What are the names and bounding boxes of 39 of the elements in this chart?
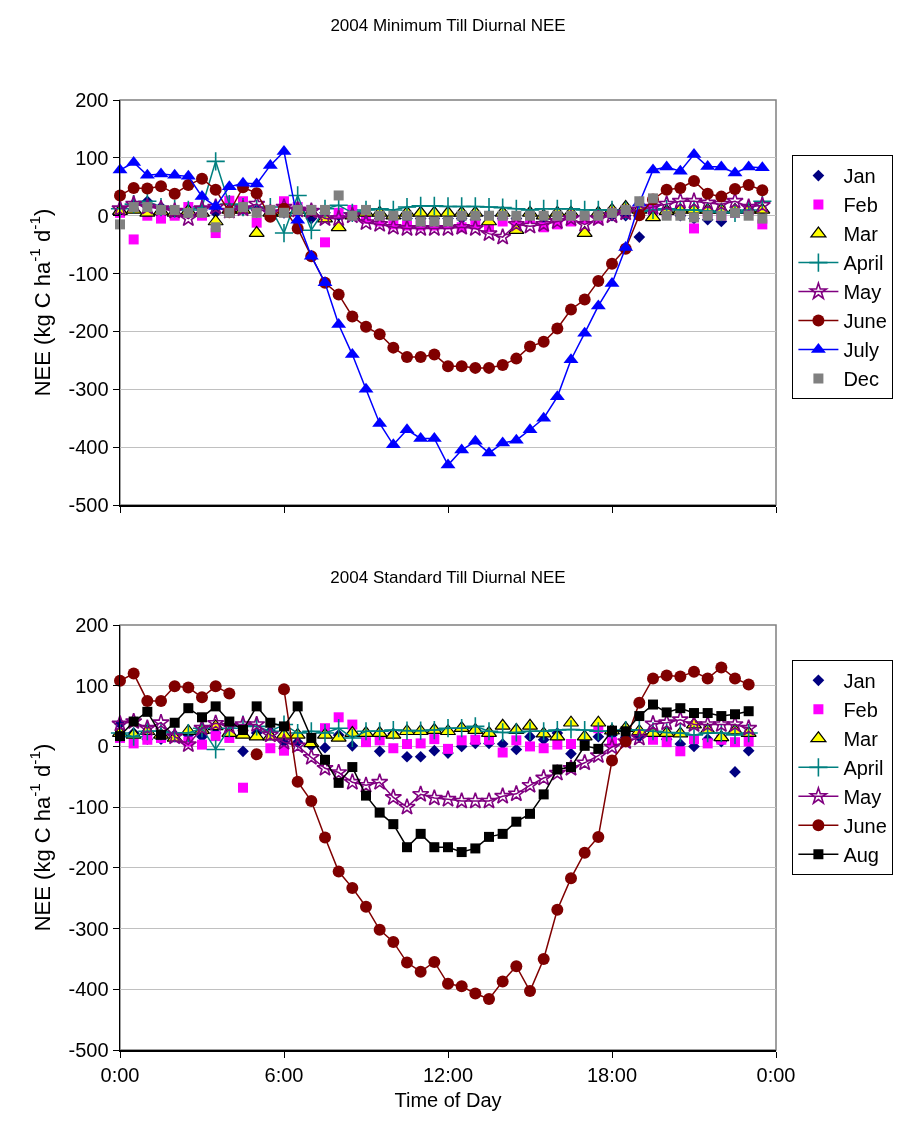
y-tick-label: 200	[75, 89, 109, 111]
legend-label: Mar	[843, 728, 879, 751]
y-tick-label: -100	[68, 796, 109, 819]
y-tick-label: -500	[68, 1039, 109, 1061]
legend-label: June	[843, 815, 887, 838]
legend-label: Feb	[843, 194, 878, 217]
y-tick-label: -300	[68, 378, 109, 401]
legend-label: May	[843, 786, 882, 809]
legend-label: Dec	[843, 368, 879, 391]
y-tick-label: 100	[75, 146, 109, 169]
y-tick-label: -200	[68, 856, 109, 879]
y-tick-label: -400	[68, 436, 109, 459]
y-tick-label: -400	[68, 978, 109, 1001]
y-tick-label: 100	[75, 674, 109, 697]
legend-label: Aug	[843, 844, 879, 867]
x-axis-title: Time of Day	[394, 1088, 502, 1111]
y-tick-label: -100	[68, 262, 109, 285]
legend-label: June	[843, 310, 887, 333]
legend-label: Mar	[843, 223, 879, 246]
legend-label: July	[843, 339, 879, 362]
legend-label: April	[843, 757, 884, 780]
x-tick-label: 12:00	[422, 1063, 474, 1086]
legend-label: Feb	[843, 699, 878, 722]
legend-label: Jan	[843, 670, 876, 693]
y-tick-label: -300	[68, 917, 109, 940]
y-tick-label: 0	[97, 735, 109, 758]
y-tick-label: -200	[68, 320, 109, 343]
x-tick-label: 0:00	[100, 1063, 140, 1086]
x-tick-label: 6:00	[264, 1063, 304, 1086]
chart-title: 2004 Standard Till Diurnal NEE	[330, 567, 566, 587]
legend-label: May	[843, 281, 882, 304]
y-tick-label: 200	[75, 614, 109, 636]
x-tick-label: 0:00	[756, 1063, 796, 1086]
legend-label: April	[843, 252, 884, 275]
legend-label: Jan	[843, 165, 876, 188]
y-tick-label: -500	[68, 494, 109, 516]
x-tick-label: 18:00	[586, 1063, 638, 1086]
chart-title: 2004 Minimum Till Diurnal NEE	[330, 15, 566, 35]
y-tick-label: 0	[97, 204, 109, 227]
